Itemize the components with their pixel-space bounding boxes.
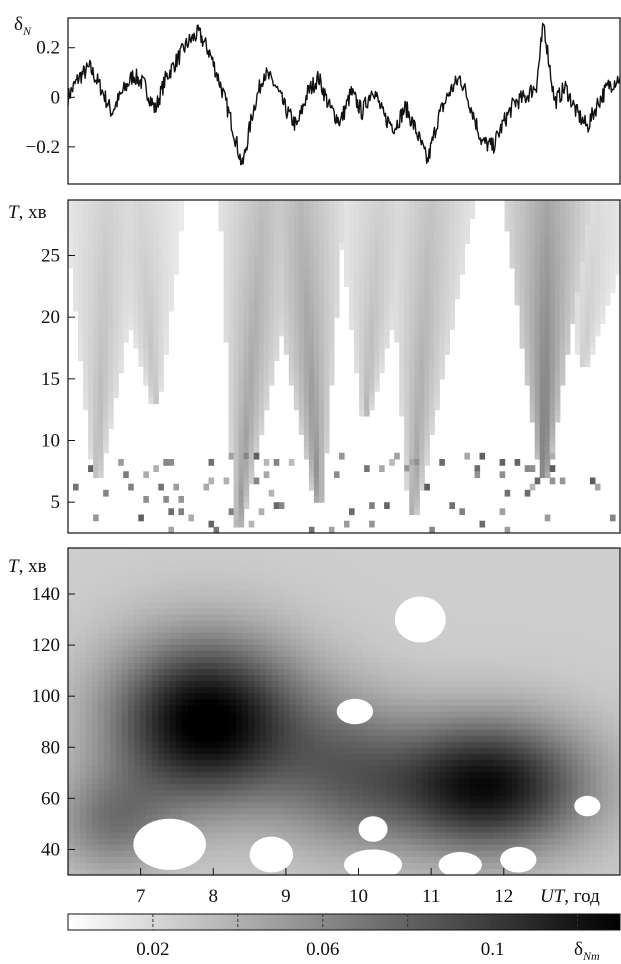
y-tick-label: 100 — [32, 686, 61, 707]
y-axis-label: T, хв — [8, 202, 47, 223]
colorbar-tick-label: 0.1 — [481, 939, 505, 960]
y-tick-label: 0.2 — [36, 38, 60, 59]
series-polyline — [68, 22, 620, 166]
panel-frame — [67, 547, 621, 876]
panel-spectrogram-short: 25 20 15 10 5 T, хв — [8, 199, 621, 534]
x-tick-label: 7 — [136, 886, 146, 907]
y-ticks: 0.2 0 −0.2 — [26, 38, 75, 158]
x-tick-label: 9 — [281, 886, 291, 907]
series-line — [68, 22, 620, 166]
y-tick-label: 20 — [41, 307, 60, 328]
y-tick-label: 0 — [51, 87, 61, 108]
panel-time-series: 0.2 0 −0.2 δN — [14, 14, 621, 185]
y-ticks: 25 20 15 10 5 — [41, 246, 75, 513]
y-axis-label: δN — [14, 14, 32, 38]
white-spot — [133, 818, 206, 870]
colorbar-gradient — [68, 914, 620, 930]
heatmap — [68, 548, 620, 875]
panel-spectrogram-long: 140 120 100 80 60 40 7 8 9 10 11 12 T, хв UT, год — [8, 547, 621, 907]
y-tick-label: 80 — [41, 737, 60, 758]
white-spot — [500, 846, 537, 873]
x-tick-label: 10 — [349, 886, 368, 907]
y-ticks: 140 120 100 80 60 40 — [32, 584, 75, 860]
x-ticks: 7 8 9 10 11 12 — [136, 868, 513, 907]
colorbar: 0.02 0.06 0.1 δNm — [67, 913, 621, 963]
y-tick-label: 60 — [41, 788, 60, 809]
white-spot — [336, 698, 374, 725]
white-spot — [394, 596, 446, 643]
y-tick-label: 25 — [41, 246, 60, 267]
y-tick-label: 5 — [51, 492, 61, 513]
colorbar-ticks: 0.02 0.06 0.1 — [136, 914, 579, 960]
heatmap — [68, 200, 620, 533]
y-tick-label: 15 — [41, 369, 60, 390]
white-spot — [438, 852, 482, 875]
panel-frame — [67, 17, 621, 185]
y-tick-label: 140 — [32, 584, 61, 605]
white-spot — [249, 836, 294, 873]
panel-frame — [67, 199, 621, 534]
x-tick-label: 12 — [494, 886, 513, 907]
x-tick-label: 8 — [209, 886, 219, 907]
y-tick-label: −0.2 — [26, 137, 60, 158]
x-tick-label: 11 — [422, 886, 440, 907]
colorbar-tick-label: 0.02 — [136, 939, 169, 960]
white-spot — [358, 816, 388, 842]
colorbar-label: δNm — [574, 939, 600, 963]
y-tick-label: 40 — [41, 839, 60, 860]
y-axis-label: T, хв — [8, 556, 47, 577]
colorbar-tick-label: 0.06 — [306, 939, 339, 960]
y-tick-label: 10 — [41, 431, 60, 452]
y-tick-label: 120 — [32, 635, 61, 656]
x-axis-label: UT, год — [540, 886, 600, 907]
colorbar-frame — [67, 913, 621, 931]
white-spot — [574, 795, 601, 817]
